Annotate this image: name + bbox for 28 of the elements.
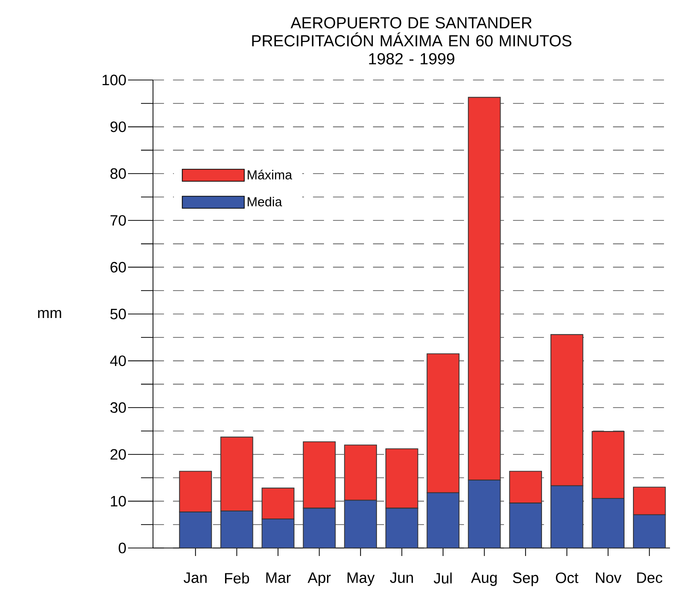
x-tick-label: Apr — [308, 572, 331, 586]
x-tick-label: Oct — [556, 572, 578, 584]
legend-label: Máxima — [248, 170, 292, 180]
y-tick-label: 60 — [110, 262, 126, 272]
y-tick-label: 20 — [110, 449, 126, 460]
y-tick-label: 30 — [110, 402, 126, 413]
y-tick-label: 90 — [110, 121, 126, 132]
y-tick-label: 10 — [110, 496, 126, 506]
x-tick-label: Jul — [434, 572, 452, 584]
x-tick-label: Aug — [471, 572, 497, 586]
x-tick-label: Mar — [266, 572, 291, 583]
x-tick-label: May — [348, 572, 375, 586]
x-tick-label: Jun — [390, 572, 413, 583]
y-tick-label: 100 — [102, 74, 126, 86]
y-tick-label: 50 — [110, 308, 126, 320]
y-tick-label: 40 — [110, 355, 126, 366]
x-tick-label: Dec — [637, 572, 662, 583]
chart-subtitle: 1982 - 1999 — [369, 53, 454, 64]
x-tick-label: Sep — [512, 572, 538, 586]
chart-title: AEROPUERTO DE SANTANDER PRECIPITACIÓN MÁXIMA EN 60 MINUTOS — [252, 17, 572, 46]
x-tick-label: Feb — [225, 572, 250, 584]
y-tick-label: 0 — [118, 542, 126, 554]
legend-label: Media — [248, 196, 282, 206]
x-tick-label: Jan — [184, 572, 207, 583]
y-tick-label: 70 — [110, 215, 126, 226]
y-axis-title: mm — [38, 310, 62, 318]
y-tick-label: 80 — [110, 168, 126, 179]
x-tick-label: Nov — [596, 572, 622, 583]
